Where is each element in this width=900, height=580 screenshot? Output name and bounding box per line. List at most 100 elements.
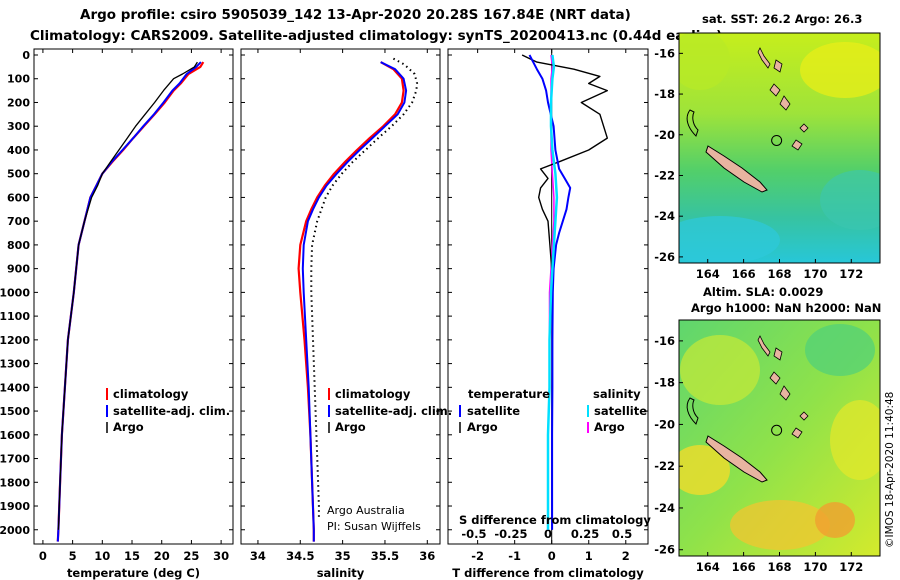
legend-argo-label: Argo [335, 420, 366, 434]
loyalty-island [799, 411, 809, 421]
legend-t-satellite-label: satellite [467, 404, 520, 418]
sla-positive-patch [679, 445, 730, 495]
t-difference-satellite-line [528, 54, 572, 530]
map-y-tick-label: -26 [654, 543, 675, 557]
x-tick-label: 0 [548, 549, 556, 563]
map-x-tick-label: 166 [732, 267, 756, 281]
loyalty-island [799, 123, 809, 133]
sst-map-title: sat. SST: 26.2 Argo: 26.3 [702, 12, 862, 26]
depth-tick-label: 1600 [0, 429, 30, 442]
sla-map-image [679, 320, 880, 556]
temperature-panel-frame [33, 48, 234, 545]
map-x-tick-label: 168 [767, 560, 791, 574]
map-y-tick-label: -18 [654, 87, 675, 101]
secondary-x-tick-label: 0 [544, 527, 552, 541]
reef-outline [686, 397, 699, 425]
x-tick-label: 34 [250, 549, 266, 563]
map-x-tick-label: 164 [696, 267, 720, 281]
x-tick-label: 10 [94, 549, 110, 563]
argo-position-marker [771, 424, 783, 436]
difference-legend: temperature salinity satellite Argo sate… [459, 387, 651, 527]
vanuatu-island [773, 59, 783, 73]
x-tick-label: 35 [335, 549, 351, 563]
map-y-tick-label: -18 [654, 376, 675, 390]
axes-layer: 0100200300400500600700800900100011001200… [0, 49, 648, 580]
s-difference-axis-label: S difference from climatology [459, 513, 651, 527]
map-y-tick-label: -24 [654, 209, 675, 223]
sst-cool-patch [820, 170, 880, 230]
difference-panel-frame [447, 48, 649, 545]
vanuatu-island [757, 335, 771, 357]
x-tick-label: 35.5 [371, 549, 399, 563]
map-y-tick-label: -16 [654, 334, 675, 348]
legend-s-satellite-label: satellite [594, 404, 647, 418]
sla-map-title: Altim. SLA: 0.0029 [703, 285, 823, 299]
series-layer [56, 54, 608, 542]
depth-tick-label: 1500 [0, 405, 30, 418]
depth-tick-label: 900 [7, 263, 30, 276]
temperature-argo-line [57, 61, 198, 530]
x-tick-label: -1 [508, 549, 521, 563]
plot-title-line2: Climatology: CARS2009. Satellite-adjuste… [30, 28, 722, 44]
secondary-x-tick-label: 0.5 [612, 527, 632, 541]
depth-tick-label: 1200 [0, 334, 30, 347]
legend-t-argo-label: Argo [467, 420, 498, 434]
x-tick-label: 5 [69, 549, 77, 563]
sla-negative-patch [805, 324, 875, 376]
new-caledonia-land [705, 435, 768, 483]
argo-position-marker [771, 134, 783, 146]
sla-map-subtitle: Argo h1000: NaN h2000: NaN [691, 301, 881, 315]
salinity-satellite-line [301, 61, 408, 542]
x-tick-label: 15 [124, 549, 140, 563]
x-tick-label: 20 [154, 549, 170, 563]
map-y-tick-label: -20 [654, 128, 675, 142]
x-tick-label: 1 [585, 549, 593, 563]
depth-tick-label: 400 [7, 144, 30, 157]
loyalty-island [791, 427, 803, 439]
legend-argo-label: Argo [113, 420, 144, 434]
depth-tick-label: 600 [7, 191, 30, 204]
sla-positive-patch [680, 335, 760, 405]
sst-warm-patch [679, 33, 730, 90]
depth-tick-label: 1800 [0, 476, 30, 489]
depth-tick-label: 0 [22, 49, 30, 62]
sla-high-patch [815, 502, 855, 538]
vanuatu-island [779, 385, 791, 401]
salinity-argo-dotted-line [310, 57, 419, 518]
vanuatu-island [779, 95, 791, 111]
legend-satellite-label: satellite-adj. clim. [113, 404, 230, 418]
legend-temperature-heading: temperature [468, 387, 550, 401]
map-x-tick-label: 170 [803, 267, 827, 281]
map-x-tick-label: 168 [767, 267, 791, 281]
x-tick-label: 34.5 [286, 549, 314, 563]
map-y-tick-label: -22 [654, 459, 675, 473]
vanuatu-island [769, 371, 781, 385]
depth-tick-label: 2000 [0, 524, 30, 537]
loyalty-island [791, 139, 803, 151]
sst-map-axes: 164 166 168 170 172 -16 -18 -20 -22 -24 -26 [654, 46, 863, 281]
x-tick-label: 36 [419, 549, 435, 563]
depth-tick-label: 1100 [0, 310, 30, 323]
depth-tick-label: 300 [7, 120, 30, 133]
depth-tick-label: 1300 [0, 358, 30, 371]
vanuatu-island [769, 83, 781, 97]
depth-tick-label: 1400 [0, 381, 30, 394]
depth-tick-label: 1000 [0, 286, 30, 299]
legend-salinity-heading: salinity [593, 387, 641, 401]
imos-watermark: ©IMOS 18-Apr-2020 11:40:48 [884, 392, 896, 548]
legend-satellite-label: satellite-adj. clim. [335, 404, 452, 418]
secondary-x-tick-label: 0.25 [571, 527, 599, 541]
depth-tick-label: 200 [7, 96, 30, 109]
sla-map-axes: 164 166 168 170 172 -16 -18 -20 -22 -24 -26 [654, 334, 863, 574]
salinity-panel-frame [240, 48, 441, 545]
salinity-legend: climatology satellite-adj. clim. Argo Ar… [327, 387, 452, 533]
depth-tick-label: 800 [7, 239, 30, 252]
salinity-climatology-line [297, 61, 405, 542]
map-y-tick-label: -26 [654, 250, 675, 264]
depth-tick-label: 500 [7, 168, 30, 181]
secondary-x-tick-label: -0.5 [461, 527, 486, 541]
depth-tick-label: 100 [7, 73, 30, 86]
map-y-tick-label: -20 [654, 417, 675, 431]
map-y-tick-label: -22 [654, 168, 675, 182]
